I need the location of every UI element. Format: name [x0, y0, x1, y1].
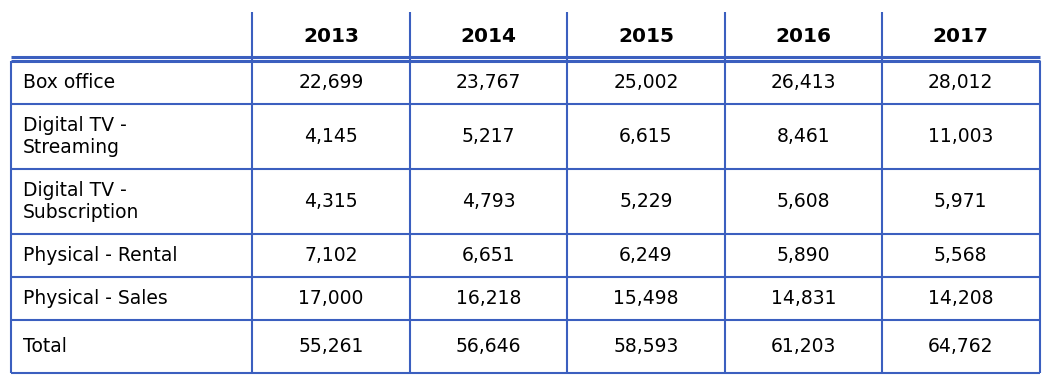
Text: 8,461: 8,461 — [777, 127, 831, 146]
Text: 22,699: 22,699 — [298, 74, 363, 92]
Text: Total: Total — [23, 337, 67, 356]
Text: 28,012: 28,012 — [928, 74, 993, 92]
Text: 61,203: 61,203 — [771, 337, 836, 356]
Text: 56,646: 56,646 — [456, 337, 521, 356]
Text: 2013: 2013 — [303, 27, 359, 46]
Text: 5,608: 5,608 — [777, 192, 831, 211]
Text: 6,651: 6,651 — [462, 246, 516, 265]
Text: 23,767: 23,767 — [456, 74, 521, 92]
Text: 4,145: 4,145 — [304, 127, 358, 146]
Text: 7,102: 7,102 — [304, 246, 358, 265]
Text: 2014: 2014 — [461, 27, 517, 46]
Text: 4,315: 4,315 — [304, 192, 358, 211]
Text: 5,217: 5,217 — [462, 127, 516, 146]
Text: 14,208: 14,208 — [928, 289, 993, 308]
Text: 5,568: 5,568 — [934, 246, 988, 265]
Text: 26,413: 26,413 — [771, 74, 836, 92]
Text: 2017: 2017 — [932, 27, 989, 46]
Text: Box office: Box office — [23, 74, 114, 92]
Text: Digital TV -
Streaming: Digital TV - Streaming — [23, 116, 127, 157]
Text: 25,002: 25,002 — [613, 74, 678, 92]
Text: 11,003: 11,003 — [928, 127, 993, 146]
Text: 5,890: 5,890 — [777, 246, 831, 265]
Text: Physical - Rental: Physical - Rental — [23, 246, 177, 265]
Text: Physical - Sales: Physical - Sales — [23, 289, 168, 308]
Text: 16,218: 16,218 — [456, 289, 521, 308]
Text: 5,229: 5,229 — [620, 192, 673, 211]
Text: 14,831: 14,831 — [771, 289, 836, 308]
Text: 58,593: 58,593 — [613, 337, 678, 356]
Text: 4,793: 4,793 — [462, 192, 516, 211]
Text: 5,971: 5,971 — [934, 192, 988, 211]
Text: 2016: 2016 — [775, 27, 832, 46]
Text: 2015: 2015 — [617, 27, 674, 46]
Text: 55,261: 55,261 — [298, 337, 363, 356]
Text: 6,615: 6,615 — [620, 127, 673, 146]
Text: 17,000: 17,000 — [298, 289, 363, 308]
Text: 15,498: 15,498 — [613, 289, 678, 308]
Text: 6,249: 6,249 — [620, 246, 673, 265]
Text: Digital TV -
Subscription: Digital TV - Subscription — [23, 181, 140, 223]
Text: 64,762: 64,762 — [928, 337, 993, 356]
